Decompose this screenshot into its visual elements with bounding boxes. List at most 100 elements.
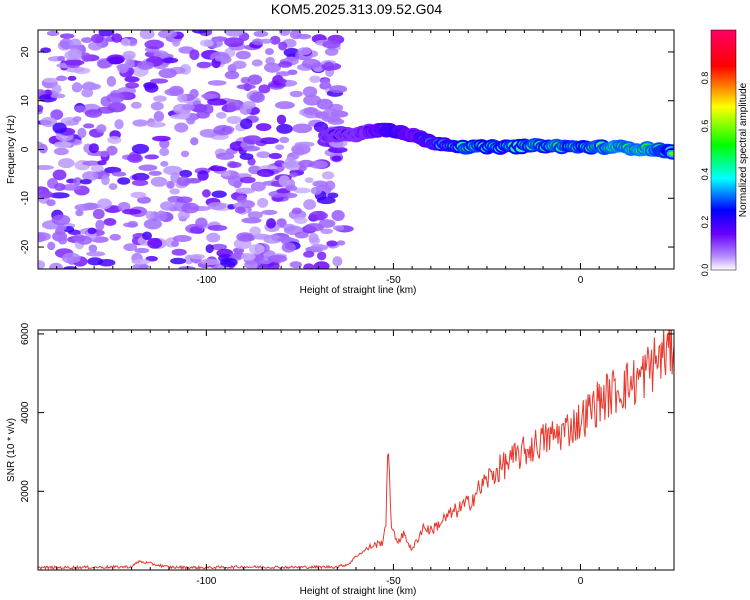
noise-blob [331, 155, 342, 162]
noise-blob [144, 39, 165, 50]
noise-blob [235, 187, 256, 194]
noise-blob [234, 206, 246, 214]
noise-blob [108, 183, 118, 191]
noise-blob [284, 156, 296, 168]
noise-blob [322, 40, 341, 49]
noise-blob [303, 250, 315, 258]
snr-plot: -100 -50 0 2000 4000 6000 Height of straight l… [6, 322, 675, 597]
noise-blob [143, 218, 163, 230]
noise-blob [301, 58, 321, 69]
snr-y-axis-label: SNR (10 * v/v) [6, 418, 17, 482]
noise-blob [310, 244, 329, 251]
noise-blob [43, 77, 59, 83]
noise-blob [199, 128, 218, 138]
noise-blob [80, 178, 92, 185]
noise-blob [239, 153, 254, 160]
noise-blob [38, 190, 54, 199]
colorbar-frame [710, 29, 737, 271]
noise-blob [259, 137, 279, 145]
noise-blob [278, 41, 288, 51]
noise-blob [200, 258, 220, 266]
noise-blob [51, 214, 71, 226]
noise-blob [81, 37, 93, 43]
noise-blob [247, 211, 263, 219]
noise-blob [176, 196, 193, 204]
noise-blob [320, 78, 331, 87]
noise-blob [324, 47, 339, 56]
noise-blob [59, 38, 73, 50]
colorbar-label: Normalized spectral amplitude [738, 82, 749, 217]
noise-blob [250, 92, 265, 103]
noise-blob [303, 106, 318, 115]
noise-blob [68, 44, 83, 51]
noise-blob [88, 244, 98, 253]
noise-blob [257, 197, 269, 208]
colorbar-gradient [711, 30, 736, 270]
noise-blob [101, 174, 110, 186]
noise-blob [192, 104, 208, 113]
noise-blob [309, 75, 321, 84]
noise-blob [278, 175, 291, 187]
noise-blob [111, 171, 127, 177]
noise-blob [74, 203, 93, 211]
spectrogram-y-tick-label: -20 [20, 239, 31, 254]
noise-blob [241, 252, 256, 261]
noise-blob [294, 231, 309, 239]
noise-blob [210, 243, 227, 251]
noise-blob [111, 33, 123, 43]
noise-blob [226, 102, 237, 112]
noise-blob [59, 33, 75, 39]
noise-blob [63, 266, 78, 269]
noise-blob [313, 261, 330, 269]
noise-blob [255, 123, 272, 131]
noise-blob [242, 100, 256, 110]
noise-blob [278, 78, 287, 85]
snr-y-tick-label: 4000 [20, 401, 31, 424]
noise-blob [181, 104, 195, 111]
noise-blob [139, 30, 155, 40]
noise-blob [132, 263, 150, 269]
noise-blob [195, 217, 208, 229]
spectrogram-y-tick-label: -10 [20, 191, 31, 206]
noise-blob [117, 177, 131, 185]
noise-blob [321, 171, 335, 180]
noise-blob [97, 59, 111, 69]
noise-blob [190, 137, 199, 146]
noise-blob [224, 30, 244, 37]
noise-blob [158, 68, 177, 79]
noise-blob [130, 191, 147, 199]
noise-blob [275, 71, 291, 77]
noise-blob [240, 76, 251, 84]
noise-blob [57, 158, 75, 169]
noise-blob [170, 114, 190, 120]
noise-blob [38, 232, 47, 243]
noise-blob [54, 182, 66, 192]
noise-blob [153, 95, 167, 102]
noise-blob [188, 254, 205, 260]
noise-blob [236, 232, 254, 242]
noise-blob [131, 143, 150, 154]
noise-blob [47, 241, 56, 251]
noise-blob [72, 116, 82, 122]
colorbar-tick-label: 0.8 [700, 72, 710, 85]
noise-blob [82, 81, 97, 91]
noise-blob [122, 208, 142, 215]
spectrogram-x-tick-label: -50 [386, 275, 401, 286]
noise-blob [205, 244, 214, 254]
snr-x-axis-label: Height of straight line (km) [300, 586, 417, 597]
noise-blob [107, 56, 124, 65]
noise-blob [289, 172, 298, 178]
noise-blob [296, 33, 312, 40]
noise-blob [267, 254, 288, 263]
noise-blob [207, 202, 227, 210]
noise-blob [40, 117, 58, 127]
noise-blob [292, 123, 313, 134]
noise-blob [275, 144, 285, 151]
noise-blob [159, 147, 170, 157]
colorbar-tick-label: 0.4 [700, 168, 710, 181]
noise-blob [138, 164, 158, 171]
snr-y-tick-label: 2000 [20, 480, 31, 503]
noise-blob [331, 209, 345, 221]
noise-blob [228, 161, 242, 168]
noise-blob [171, 240, 180, 247]
